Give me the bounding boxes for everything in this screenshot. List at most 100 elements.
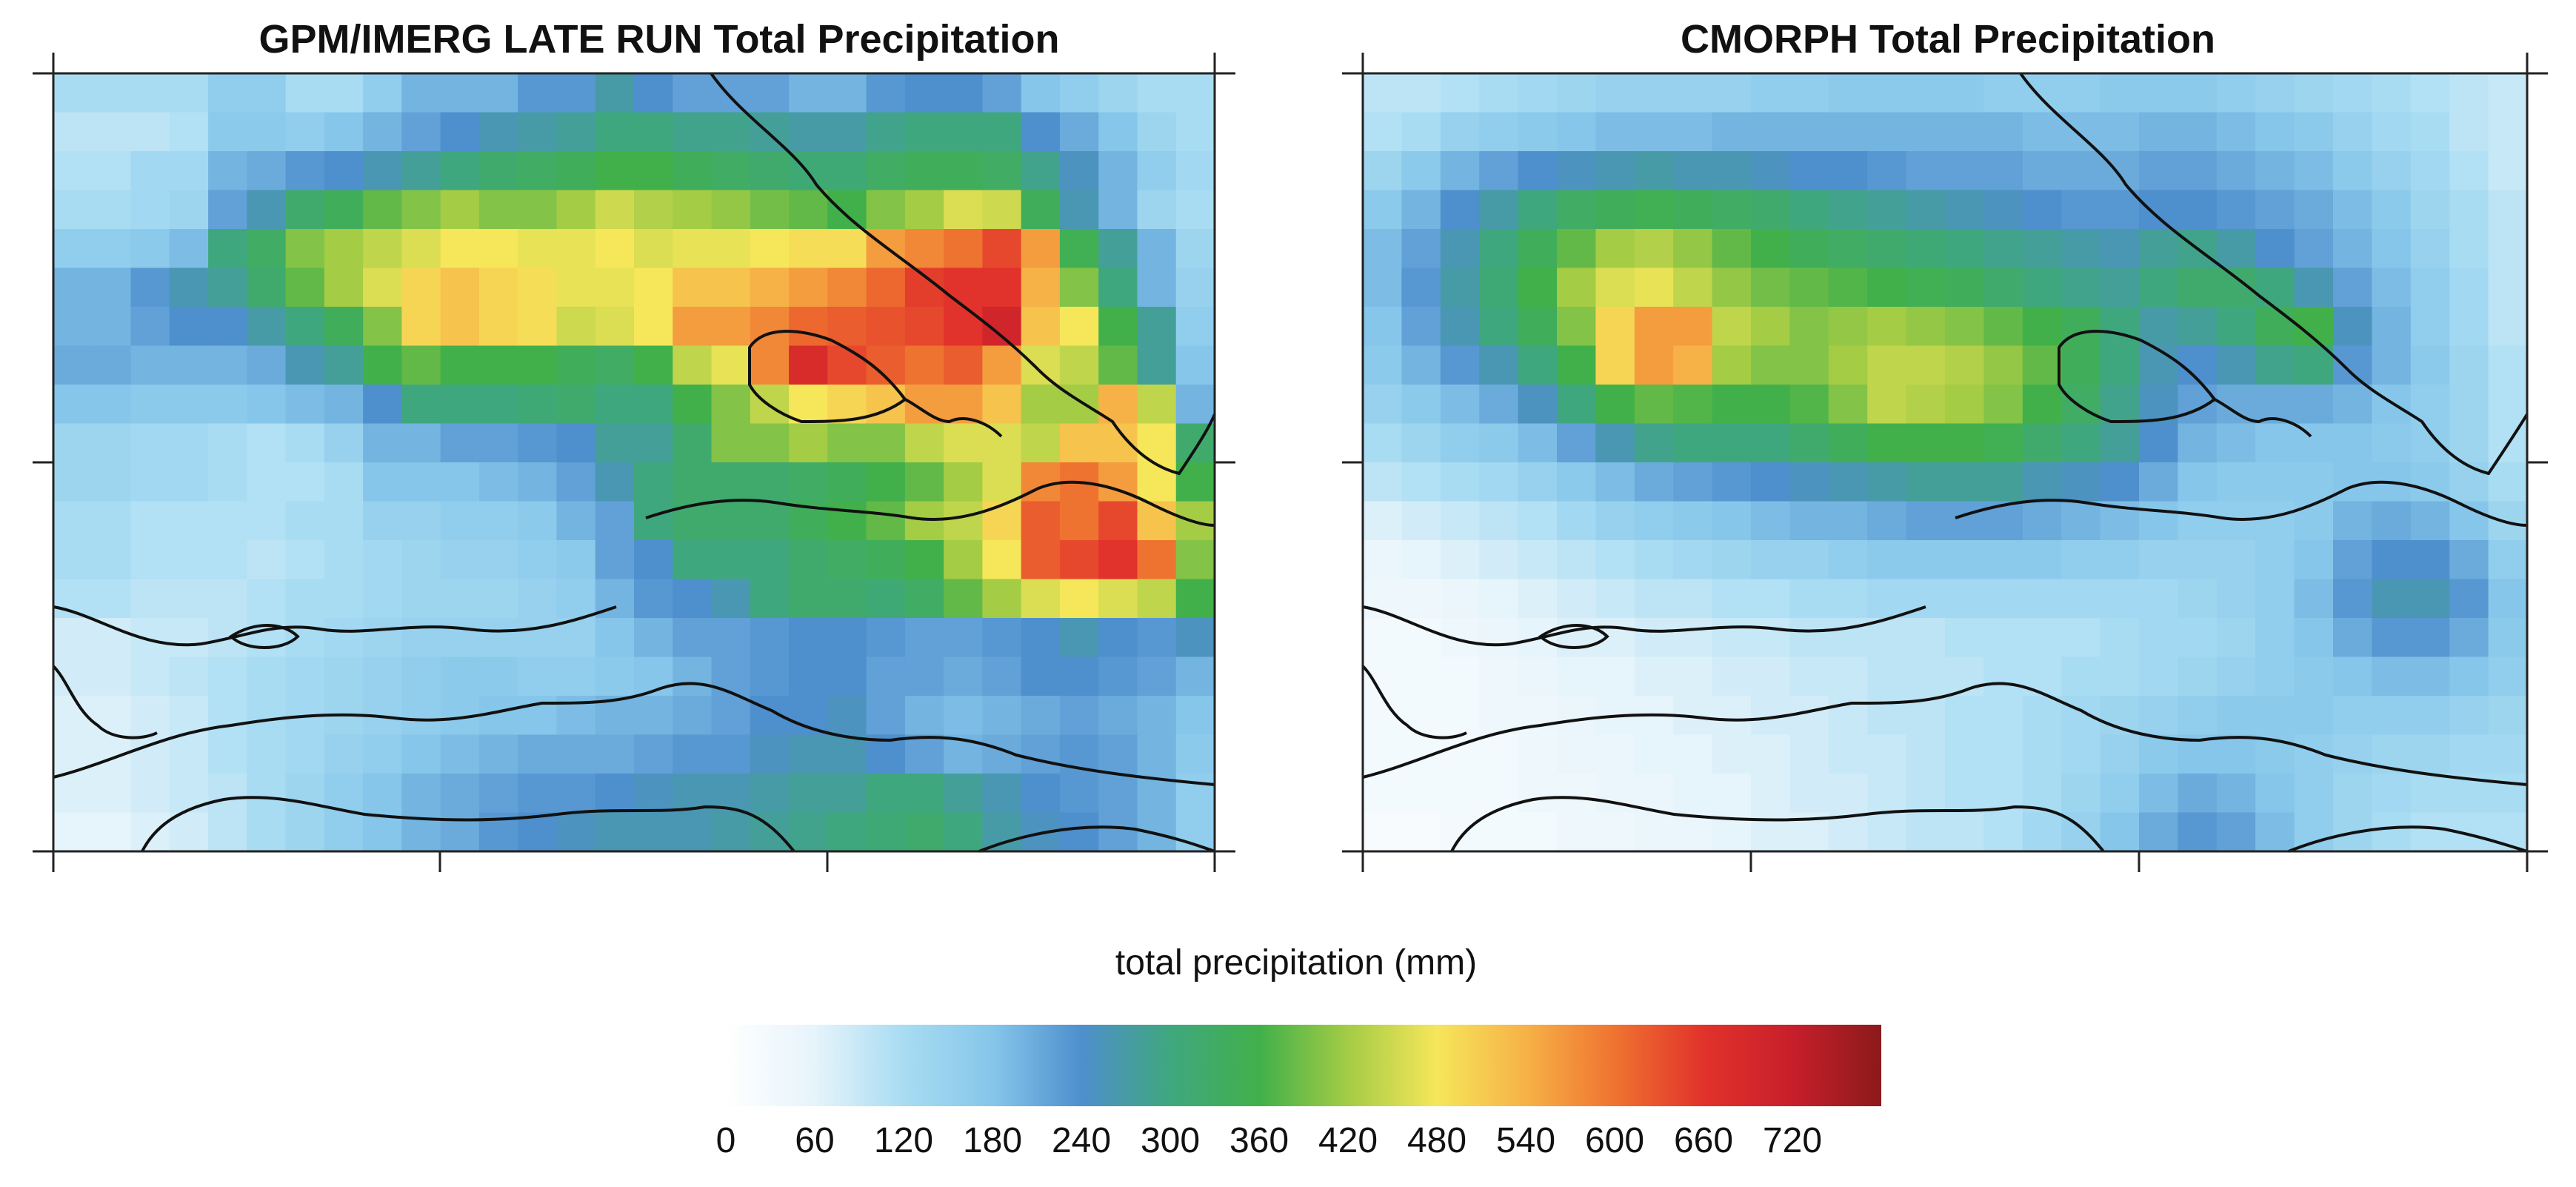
precip-cell — [2294, 385, 2334, 425]
precip-cell — [1789, 423, 1829, 463]
precip-cell — [866, 190, 906, 230]
precip-cell — [2022, 423, 2062, 463]
precip-cell — [750, 462, 790, 502]
precip-cell — [1595, 579, 1635, 619]
precip-cell — [1634, 579, 1674, 619]
precip-cell — [711, 501, 751, 541]
precip-cell — [827, 112, 867, 152]
precip-cell — [1906, 385, 1946, 425]
precip-cell — [53, 501, 93, 541]
precip-cell — [556, 229, 596, 269]
precip-cell — [2449, 73, 2489, 113]
precip-cell — [1175, 229, 1215, 269]
precip-cell — [556, 151, 596, 191]
precip-cell — [1634, 112, 1674, 152]
precip-cell — [2061, 774, 2101, 814]
precip-cell — [2333, 734, 2372, 774]
precip-cell — [401, 423, 441, 463]
precip-cell — [2449, 151, 2489, 191]
precip-cell — [2100, 229, 2140, 269]
precip-cell — [2255, 151, 2295, 191]
precip-cell — [711, 812, 751, 852]
precip-cell — [1983, 734, 2023, 774]
precip-cell — [1363, 656, 1402, 696]
precip-cell — [1059, 696, 1099, 736]
precip-cell — [2449, 229, 2489, 269]
precip-cell — [1945, 696, 1984, 736]
precip-cell — [711, 696, 751, 736]
precip-cell — [1828, 151, 1868, 191]
precip-cell — [2216, 345, 2256, 385]
precip-cell — [518, 190, 558, 230]
precip-cell — [827, 696, 867, 736]
precip-cell — [2139, 812, 2178, 852]
precip-cell — [478, 73, 518, 113]
precip-cell — [750, 656, 790, 696]
precip-cell — [1021, 345, 1061, 385]
precip-cell — [2294, 774, 2334, 814]
precip-cell — [92, 656, 132, 696]
precip-cell — [285, 579, 325, 619]
precip-cell — [1440, 151, 1480, 191]
precip-cell — [1098, 812, 1138, 852]
precip-cell — [2255, 267, 2295, 307]
precip-cell — [1557, 656, 1596, 696]
precip-cell — [2139, 540, 2178, 580]
precip-cell — [1440, 190, 1480, 230]
precip-cell — [1021, 579, 1061, 619]
precip-cell — [247, 423, 287, 463]
precip-cell — [478, 229, 518, 269]
precip-cell — [711, 229, 751, 269]
precip-cell — [2139, 734, 2178, 774]
precip-cell — [789, 385, 828, 425]
precip-cell — [2333, 423, 2372, 463]
precip-cell — [324, 656, 364, 696]
precip-cell — [1712, 462, 1752, 502]
precip-cell — [1059, 812, 1099, 852]
precip-cell — [1518, 229, 1558, 269]
precip-cell — [2449, 267, 2489, 307]
precip-cell — [1557, 267, 1596, 307]
precip-cell — [518, 501, 558, 541]
precip-cell — [750, 579, 790, 619]
precip-cell — [634, 423, 673, 463]
precip-cell — [518, 656, 558, 696]
precip-cell — [1557, 190, 1596, 230]
precip-cell — [2022, 229, 2062, 269]
precip-cell — [2488, 385, 2528, 425]
precip-cell — [634, 734, 673, 774]
precip-cell — [673, 734, 713, 774]
precip-cell — [1098, 501, 1138, 541]
precip-cell — [982, 151, 1022, 191]
precip-cell — [634, 812, 673, 852]
precip-cell — [130, 501, 170, 541]
precip-cell — [1634, 618, 1674, 658]
precip-cell — [1363, 540, 1402, 580]
coastline-black-sea-main — [645, 480, 1215, 527]
precip-cell — [1595, 73, 1635, 113]
precip-cell — [944, 73, 983, 113]
precip-cell — [1557, 734, 1596, 774]
precip-cell — [2410, 112, 2450, 152]
precip-cell — [1828, 385, 1868, 425]
colorbar-tick-label: 240 — [1051, 1121, 1112, 1160]
precip-cell — [2100, 540, 2140, 580]
precip-cell — [1557, 462, 1596, 502]
precip-cell — [1557, 696, 1596, 736]
precip-cell — [595, 774, 635, 814]
precip-cell — [1363, 618, 1402, 658]
precip-cell — [1983, 345, 2023, 385]
precip-cell — [169, 812, 209, 852]
precip-cell — [1557, 579, 1596, 619]
precip-cell — [1867, 267, 1907, 307]
precip-cell — [750, 501, 790, 541]
precip-cell — [827, 423, 867, 463]
precip-cell — [1518, 774, 1558, 814]
precip-cell — [208, 385, 247, 425]
precip-cell — [827, 540, 867, 580]
precip-cell — [634, 462, 673, 502]
precip-cell — [285, 656, 325, 696]
precip-cell — [827, 345, 867, 385]
precip-cell — [1401, 229, 1441, 269]
precip-cell — [1751, 112, 1790, 152]
